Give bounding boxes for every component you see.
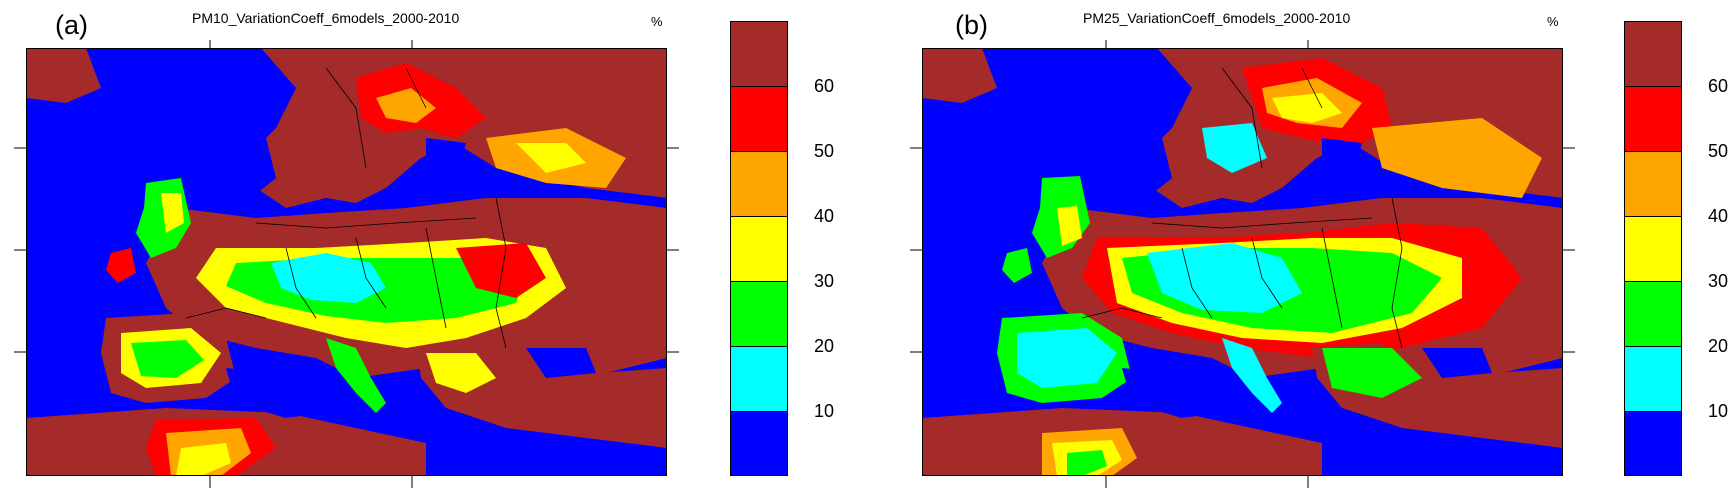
colorbar-label: 10 xyxy=(814,401,835,421)
colorbar-label: 30 xyxy=(1708,271,1729,291)
colorbar: 60 50 40 30 20 10 xyxy=(730,21,834,476)
colorbar-bin xyxy=(1624,346,1682,412)
mediterranean-sea xyxy=(1122,368,1252,418)
country-borders xyxy=(185,67,507,349)
panel-title: PM10_VariationCoeff_6models_2000-2010 xyxy=(192,10,460,26)
colorbar-label: 20 xyxy=(814,336,835,356)
ireland-region xyxy=(1002,248,1032,283)
scandinavia-mid xyxy=(376,88,436,123)
colorbar-bin xyxy=(730,21,788,87)
britain-yellow xyxy=(161,193,184,233)
colorbar: 60 50 40 30 20 10 xyxy=(1624,21,1728,476)
europe-map xyxy=(26,48,667,476)
colorbar-bin xyxy=(730,346,788,412)
northwest-region xyxy=(922,48,997,103)
colorbar-label: 60 xyxy=(814,76,835,96)
colorbar-label: 50 xyxy=(1708,141,1729,161)
north-sea xyxy=(221,138,276,198)
north-sea xyxy=(1117,138,1172,198)
colorbar-bin xyxy=(1624,216,1682,282)
colorbar-label: 20 xyxy=(1708,336,1729,356)
map-plot xyxy=(922,48,1563,476)
britain-yellow xyxy=(1057,206,1082,246)
iberia-cyan xyxy=(1017,328,1117,388)
panel-letter: (b) xyxy=(955,10,988,40)
baltic-sea xyxy=(1322,138,1362,178)
balkans-yellow xyxy=(426,353,496,393)
panel-title: PM25_VariationCoeff_6models_2000-2010 xyxy=(1083,10,1351,26)
northwest-region xyxy=(26,48,101,103)
black-sea xyxy=(1422,348,1492,378)
units-label: % xyxy=(1547,14,1559,29)
colorbar-label: 60 xyxy=(1708,76,1729,96)
colorbar-label: 40 xyxy=(1708,206,1729,226)
colorbar-bin xyxy=(730,411,788,476)
mediterranean-sea xyxy=(226,368,356,418)
colorbar-bin xyxy=(1624,151,1682,217)
colorbar-bin xyxy=(1624,281,1682,347)
black-sea xyxy=(526,348,596,378)
colorbar-bin xyxy=(730,86,788,152)
units-label: % xyxy=(651,14,663,29)
north-africa-green xyxy=(1067,450,1107,476)
continent-cyan xyxy=(1147,243,1302,313)
east-red xyxy=(456,243,546,298)
sweden-cyan xyxy=(1202,123,1267,173)
iberia-green xyxy=(131,340,204,378)
continent-cyan xyxy=(271,253,386,303)
europe-map xyxy=(922,48,1563,476)
colorbar-bin xyxy=(1624,411,1682,476)
italy-region xyxy=(326,338,386,413)
colorbar-label: 50 xyxy=(814,141,835,161)
panel-b: (b) PM25_VariationCoeff_6models_2000-201… xyxy=(900,0,1735,503)
panel-letter: (a) xyxy=(55,10,88,40)
country-borders xyxy=(1081,67,1403,349)
map-ticks xyxy=(910,40,1575,488)
map-frame xyxy=(26,48,667,476)
baltic-yellow xyxy=(516,143,586,173)
ireland-region xyxy=(106,248,136,283)
baltic-sea xyxy=(426,138,466,178)
baltic-mid xyxy=(1372,118,1542,198)
colorbar-label: 10 xyxy=(1708,401,1729,421)
map-frame xyxy=(922,48,1563,476)
panel-a: (a) PM10_VariationCoeff_6models_2000-201… xyxy=(14,10,834,488)
balkans-green xyxy=(1322,348,1422,398)
north-africa-yellow xyxy=(176,443,231,476)
map-ticks xyxy=(14,40,679,488)
italy-region xyxy=(1222,338,1282,413)
colorbar-bin xyxy=(730,281,788,347)
colorbar-bin xyxy=(730,216,788,282)
colorbar-label: 30 xyxy=(814,271,835,291)
scandinavia-yellow xyxy=(1272,93,1342,123)
colorbar-bin xyxy=(1624,86,1682,152)
colorbar-bin xyxy=(1624,21,1682,87)
colorbar-bin xyxy=(730,151,788,217)
colorbar-label: 40 xyxy=(814,206,835,226)
map-plot xyxy=(26,48,667,476)
